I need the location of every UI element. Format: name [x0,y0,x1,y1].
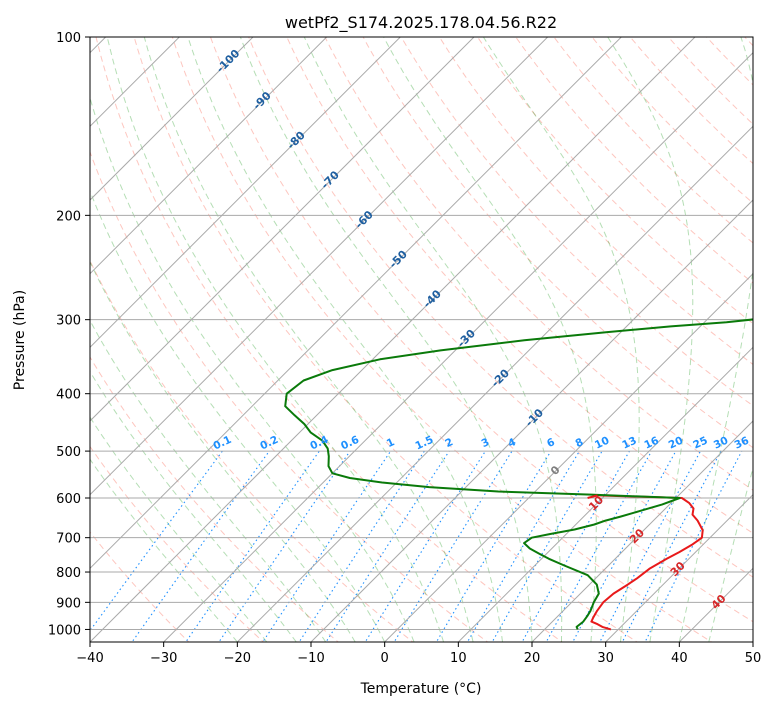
x-tick-label: −40 [76,651,103,666]
x-tick-label: 30 [597,651,614,666]
x-tick-label: 10 [450,651,467,666]
plot-area [90,37,753,642]
x-tick-label: 50 [745,651,762,666]
y-axis-label: Pressure (hPa) [12,290,28,390]
y-tick-label: 800 [56,566,81,581]
y-tick-label: 900 [56,596,81,611]
x-tick-label: −20 [224,651,251,666]
y-tick-label: 700 [56,532,81,547]
y-tick-label: 1000 [48,623,81,638]
y-tick-label: 200 [56,209,81,224]
y-tick-label: 500 [56,445,81,460]
x-tick-label: −10 [297,651,324,666]
y-tick-label: 300 [56,314,81,329]
x-tick-label: 40 [671,651,688,666]
y-tick-label: 100 [56,31,81,46]
x-tick-label: 20 [524,651,541,666]
x-tick-label: −30 [150,651,177,666]
x-tick-label: 0 [381,651,389,666]
chart-title: wetPf2_S174.2025.178.04.56.R22 [285,13,557,33]
y-tick-label: 600 [56,492,81,507]
y-tick-label: 400 [56,388,81,403]
x-axis-label: Temperature (°C) [360,681,482,697]
